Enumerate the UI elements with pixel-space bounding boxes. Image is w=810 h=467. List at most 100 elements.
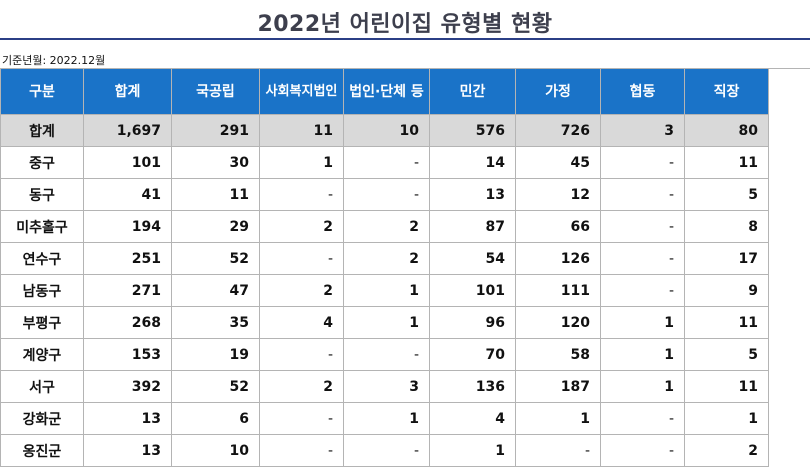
cell-workplace: 17 (684, 242, 769, 275)
cell-corporation: 1 (343, 402, 430, 435)
region-cell: 동구 (0, 178, 84, 211)
region-cell: 강화군 (0, 402, 84, 435)
cell-workplace: 11 (684, 146, 769, 179)
cell-corporation: - (343, 434, 430, 467)
col-header-cooperative: 협동 (600, 68, 685, 115)
cell-corporation: - (343, 146, 430, 179)
region-cell: 중구 (0, 146, 84, 179)
cell-public: 19 (171, 338, 260, 371)
cell-social-welfare: - (259, 338, 344, 371)
cell-cooperative: - (600, 178, 685, 211)
total-row: 합계 1,697 291 11 10 576 726 3 80 (0, 114, 769, 147)
cell-workplace: 5 (684, 338, 769, 371)
cell-social-welfare: - (259, 402, 344, 435)
table-row: 동구 41 11- -13 12-5 (0, 178, 769, 211)
table-row: 강화군 13 6-1 4 1-1 (0, 402, 769, 435)
cell-total: 41 (83, 178, 172, 211)
cell-cooperative: 1 (600, 306, 685, 339)
cell-public: 6 (171, 402, 260, 435)
cell-home: 111 (515, 274, 601, 307)
col-header-private: 민간 (429, 68, 516, 115)
cell-private: 136 (429, 370, 516, 403)
reference-date: 기준년월: 2022.12월 (2, 54, 106, 67)
cell-home: - (515, 434, 601, 467)
cell-corporation: - (343, 178, 430, 211)
cell-social-welfare: - (259, 434, 344, 467)
header-row: 구분 합계 국공립 사회복지법인 법인·단체 등 민간 가정 협동 직장 (0, 68, 769, 115)
cell-social-welfare: 1 (259, 146, 344, 179)
cell-social-welfare: 2 (259, 274, 344, 307)
cell-public: 35 (171, 306, 260, 339)
cell-total: 194 (83, 210, 172, 243)
title-divider (0, 38, 810, 40)
cell-home: 120 (515, 306, 601, 339)
region-cell: 서구 (0, 370, 84, 403)
col-header-public: 국공립 (171, 68, 260, 115)
cell-total: 251 (83, 242, 172, 275)
cell-cooperative: 1 (600, 370, 685, 403)
col-header-workplace: 직장 (684, 68, 769, 115)
cell-private: 4 (429, 402, 516, 435)
cell-home: 66 (515, 210, 601, 243)
cell-workplace: 11 (684, 370, 769, 403)
cell-corporation: 2 (343, 242, 430, 275)
region-cell: 계양구 (0, 338, 84, 371)
cell-cooperative: 3 (600, 114, 685, 147)
table-row: 서구 392 52 2 3 136 187 1 11 (0, 370, 769, 403)
cell-corporation: - (343, 338, 430, 371)
cell-corporation: 10 (343, 114, 430, 147)
cell-public: 52 (171, 242, 260, 275)
cell-total: 101 (83, 146, 172, 179)
cell-corporation: 1 (343, 306, 430, 339)
cell-workplace: 9 (684, 274, 769, 307)
cell-public: 47 (171, 274, 260, 307)
cell-workplace: 1 (684, 402, 769, 435)
table-row: 미추홀구 194 29 2 2 87 66-8 (0, 210, 769, 243)
region-cell: 연수구 (0, 242, 84, 275)
cell-cooperative: - (600, 402, 685, 435)
table-row: 중구 101 30 1-14 45-11 (0, 146, 769, 179)
cell-cooperative: - (600, 146, 685, 179)
cell-workplace: 2 (684, 434, 769, 467)
cell-total: 268 (83, 306, 172, 339)
cell-social-welfare: 2 (259, 370, 344, 403)
cell-social-welfare: 11 (259, 114, 344, 147)
cell-workplace: 11 (684, 306, 769, 339)
table-row: 연수구 251 52-2 54 126-17 (0, 242, 769, 275)
cell-corporation: 3 (343, 370, 430, 403)
col-header-social-welfare: 사회복지법인 (259, 68, 344, 115)
cell-total: 392 (83, 370, 172, 403)
cell-total: 271 (83, 274, 172, 307)
cell-public: 291 (171, 114, 260, 147)
cell-private: 1 (429, 434, 516, 467)
page-title: 2022년 어린이집 유형별 현황 (257, 12, 553, 37)
cell-social-welfare: 2 (259, 210, 344, 243)
cell-public: 11 (171, 178, 260, 211)
daycare-type-table: 구분 합계 국공립 사회복지법인 법인·단체 등 민간 가정 협동 직장 합계 1… (0, 68, 769, 467)
cell-private: 14 (429, 146, 516, 179)
table-row: 부평구 268 35 4 1 96 120 1 11 (0, 306, 769, 339)
cell-social-welfare: 4 (259, 306, 344, 339)
cell-corporation: 2 (343, 210, 430, 243)
cell-home: 1 (515, 402, 601, 435)
cell-workplace: 8 (684, 210, 769, 243)
table-row: 옹진군 13 10- -1- -2 (0, 434, 769, 467)
cell-corporation: 1 (343, 274, 430, 307)
cell-cooperative: - (600, 242, 685, 275)
cell-home: 58 (515, 338, 601, 371)
cell-social-welfare: - (259, 242, 344, 275)
cell-total: 1,697 (83, 114, 172, 147)
table-row: 남동구 271 47 2 1 101 111-9 (0, 274, 769, 307)
table-row: 계양구 153 19- -70 58 1 5 (0, 338, 769, 371)
cell-public: 52 (171, 370, 260, 403)
region-cell: 옹진군 (0, 434, 84, 467)
cell-cooperative: - (600, 434, 685, 467)
region-cell: 합계 (0, 114, 84, 147)
region-cell: 남동구 (0, 274, 84, 307)
cell-social-welfare: - (259, 178, 344, 211)
cell-private: 101 (429, 274, 516, 307)
cell-public: 10 (171, 434, 260, 467)
col-header-home: 가정 (515, 68, 601, 115)
cell-private: 54 (429, 242, 516, 275)
col-header-total: 합계 (83, 68, 172, 115)
